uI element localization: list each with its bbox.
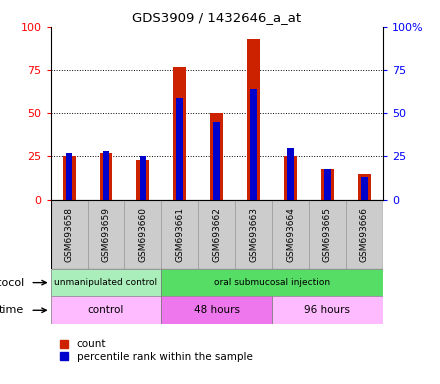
Bar [51,296,161,324]
Bar [161,296,272,324]
Text: 96 hours: 96 hours [304,305,350,315]
Bar [173,67,186,200]
Bar [287,148,294,200]
Text: GSM693665: GSM693665 [323,207,332,262]
Text: GSM693660: GSM693660 [138,207,147,262]
Bar [62,157,76,200]
Text: oral submucosal injection: oral submucosal injection [214,278,330,287]
Bar [139,157,146,200]
Bar [136,160,149,200]
Bar [272,296,383,324]
Text: GSM693666: GSM693666 [360,207,369,262]
Bar [51,269,161,296]
Bar [161,200,198,269]
Bar [213,122,220,200]
Text: 48 hours: 48 hours [194,305,240,315]
Bar [235,200,272,269]
Text: control: control [88,305,124,315]
Bar [99,153,113,200]
Text: unmanipulated control: unmanipulated control [55,278,158,287]
Legend: count, percentile rank within the sample: count, percentile rank within the sample [56,335,257,366]
Title: GDS3909 / 1432646_a_at: GDS3909 / 1432646_a_at [132,11,301,24]
Bar [210,113,223,200]
Bar [272,200,309,269]
Bar [51,200,88,269]
Bar [125,200,161,269]
Bar [309,200,346,269]
Bar [284,157,297,200]
Text: GSM693663: GSM693663 [249,207,258,262]
Bar [358,174,371,200]
Bar [324,169,331,200]
Bar [250,89,257,200]
Bar [361,177,368,200]
Text: GSM693661: GSM693661 [175,207,184,262]
Text: GSM693662: GSM693662 [212,207,221,262]
Bar [176,98,183,200]
Bar [321,169,334,200]
Bar [88,200,125,269]
Text: time: time [0,305,24,315]
Bar [66,153,72,200]
Bar [247,39,260,200]
Text: GSM693659: GSM693659 [102,207,110,262]
Text: GSM693658: GSM693658 [65,207,73,262]
Bar [346,200,383,269]
Text: protocol: protocol [0,278,24,288]
Bar [103,151,109,200]
Text: GSM693664: GSM693664 [286,207,295,262]
Bar [198,200,235,269]
Bar [161,269,383,296]
